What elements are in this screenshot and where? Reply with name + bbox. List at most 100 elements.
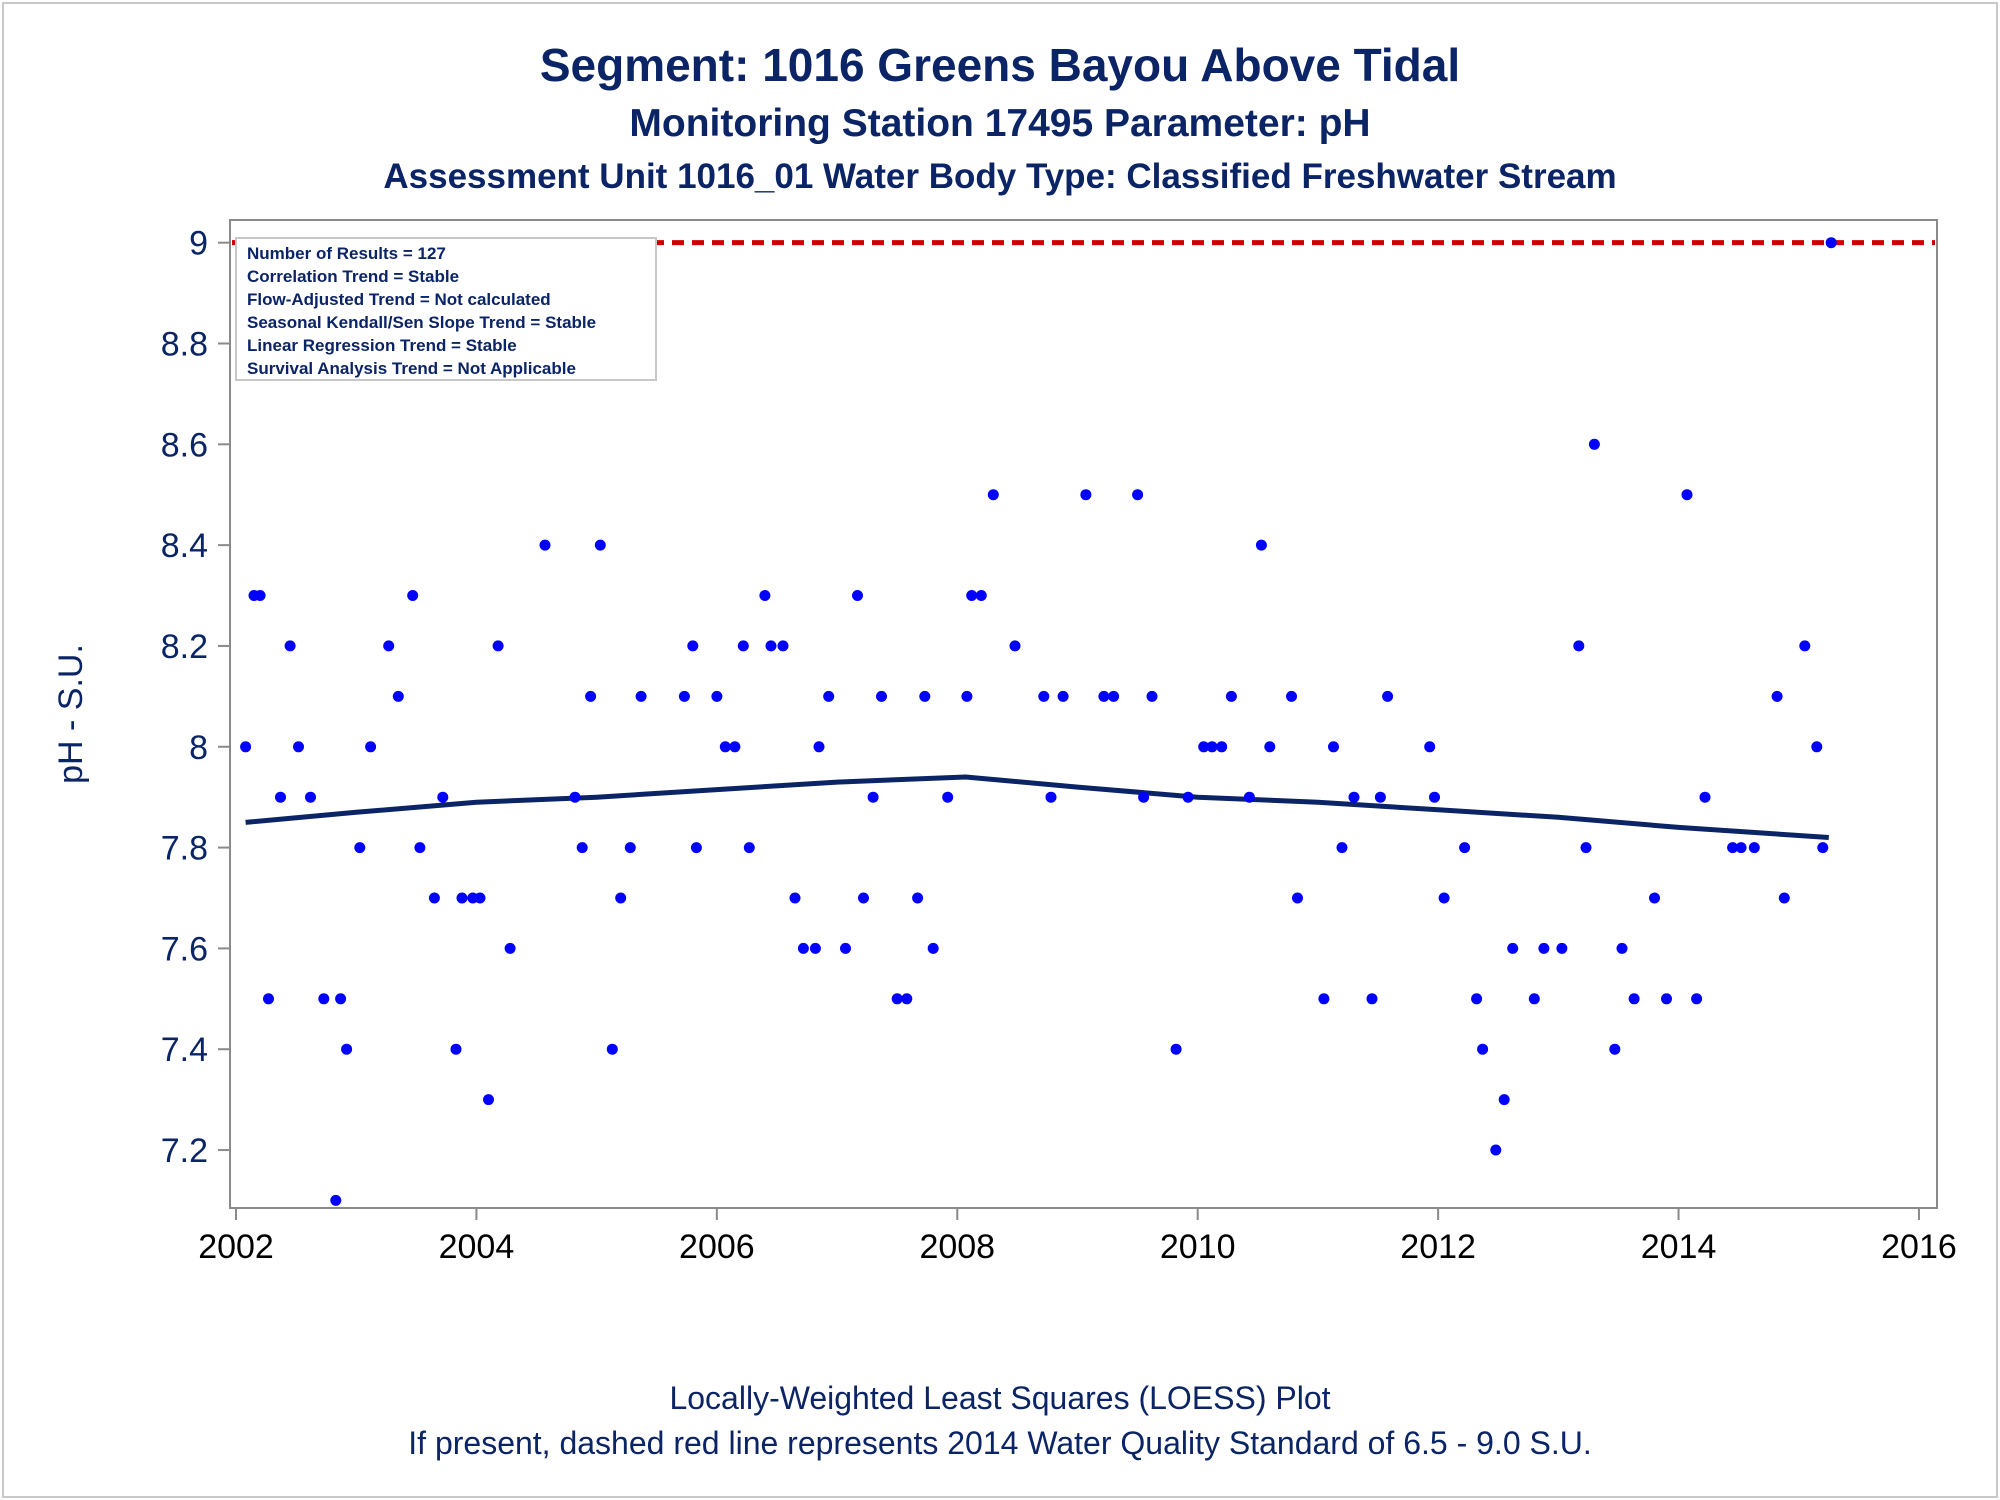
data-point	[437, 791, 449, 803]
data-point	[1374, 791, 1386, 803]
data-point	[1243, 791, 1255, 803]
x-tick-label: 2012	[1400, 1228, 1476, 1266]
data-point	[867, 791, 879, 803]
data-point	[813, 741, 825, 753]
y-tick-label: 8.8	[161, 326, 208, 364]
data-point	[737, 640, 749, 652]
data-point	[1424, 741, 1436, 753]
data-point	[1735, 842, 1747, 854]
data-point	[987, 489, 999, 501]
data-point	[1132, 489, 1144, 501]
stats-line: Correlation Trend = Stable	[247, 267, 459, 286]
y-axis-label: pH - S.U.	[52, 644, 90, 784]
data-point	[840, 942, 851, 954]
plot-area-border	[229, 219, 1938, 1209]
data-point	[635, 690, 647, 702]
chart-title: Segment: 1016 Greens Bayou Above Tidal	[539, 39, 1461, 91]
data-point	[759, 590, 771, 601]
data-point	[1588, 438, 1600, 450]
data-point	[1609, 1043, 1621, 1055]
data-point	[1225, 690, 1237, 702]
data-point	[318, 993, 330, 1005]
data-points-layer	[240, 237, 1837, 1206]
data-point	[284, 640, 296, 652]
data-point	[1038, 690, 1050, 702]
y-tick-label: 7.4	[161, 1031, 208, 1069]
data-point	[1264, 741, 1276, 753]
data-point	[1382, 690, 1394, 702]
y-tick-label: 7.6	[161, 930, 208, 968]
data-point	[789, 892, 801, 904]
chart-subtitle-2: Assessment Unit 1016_01 Water Body Type:…	[383, 157, 1617, 196]
data-point	[474, 892, 486, 904]
y-tick-label: 8	[189, 729, 208, 767]
data-point	[1198, 741, 1210, 753]
data-point	[1182, 791, 1194, 803]
data-point	[585, 690, 597, 702]
data-point	[1538, 942, 1550, 954]
y-axis: 7.2 7.4 7.6 7.8 8 8.2 8.4 8.6 8.8 9	[161, 225, 230, 1170]
data-point	[975, 590, 987, 601]
chart-subtitle: Monitoring Station 17495 Parameter: pH	[629, 102, 1371, 145]
data-point	[891, 993, 903, 1005]
data-point	[1170, 1043, 1182, 1055]
data-point	[858, 892, 869, 904]
data-point	[1348, 791, 1360, 803]
data-point	[1699, 791, 1711, 803]
data-point	[305, 791, 316, 803]
data-point	[624, 842, 636, 854]
data-point	[450, 1043, 462, 1055]
data-point	[966, 590, 978, 601]
data-point	[456, 892, 468, 904]
data-point	[1438, 892, 1450, 904]
data-point	[1811, 741, 1823, 753]
data-point	[1661, 993, 1672, 1005]
data-point	[823, 690, 835, 702]
y-tick-label: 9	[189, 225, 208, 263]
data-point	[1628, 993, 1640, 1005]
data-point	[777, 640, 789, 652]
data-point	[961, 690, 973, 702]
data-point	[492, 640, 504, 652]
data-point	[1771, 690, 1783, 702]
data-point	[335, 993, 347, 1005]
y-tick-label: 8.6	[161, 426, 208, 464]
stats-line: Flow-Adjusted Trend = Not calculated	[247, 290, 551, 309]
stats-box: Number of Results = 127 Correlation Trend…	[235, 237, 657, 381]
data-point	[1057, 690, 1069, 702]
loess-curve	[245, 774, 1829, 840]
y-tick-label: 7.2	[161, 1132, 208, 1170]
data-point	[383, 640, 395, 652]
data-point	[1727, 842, 1739, 854]
data-point	[1573, 640, 1585, 652]
data-point	[927, 942, 939, 954]
data-point	[594, 539, 606, 551]
stats-line: Survival Analysis Trend = Not Applicable	[247, 359, 576, 378]
x-tick-label: 2016	[1881, 1228, 1957, 1266]
data-point	[1138, 791, 1150, 803]
x-tick-label: 2004	[439, 1228, 515, 1266]
data-point	[365, 741, 377, 753]
data-point	[1778, 892, 1790, 904]
footnote-loess: Locally-Weighted Least Squares (LOESS) P…	[669, 1380, 1331, 1416]
data-point	[1825, 237, 1837, 249]
data-point	[919, 690, 931, 702]
y-tick-label: 8.2	[161, 628, 208, 666]
stats-box-border	[235, 237, 657, 381]
data-point	[1649, 892, 1660, 904]
x-tick-label: 2002	[198, 1228, 274, 1266]
data-point	[263, 993, 274, 1005]
data-point	[1799, 640, 1811, 652]
data-point	[719, 741, 731, 753]
data-point	[483, 1094, 494, 1106]
stats-line: Seasonal Kendall/Sen Slope Trend = Stabl…	[247, 313, 596, 332]
data-point	[1817, 842, 1829, 854]
data-point	[1507, 942, 1519, 954]
data-point	[1471, 993, 1483, 1005]
data-point	[392, 690, 404, 702]
data-point	[1580, 842, 1592, 854]
data-point	[1556, 942, 1568, 954]
data-point	[240, 741, 252, 753]
